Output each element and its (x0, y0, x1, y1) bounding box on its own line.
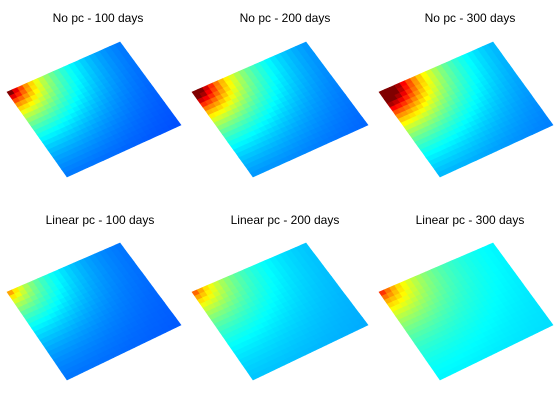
heatmap-surface (378, 41, 554, 178)
heatmap-surface (378, 242, 554, 381)
heatmap-surface (6, 242, 182, 381)
chart-title: Linear pc - 100 days (45, 213, 155, 227)
heatmap-cell (359, 120, 369, 128)
chart-title: No pc - 200 days (239, 11, 331, 25)
chart-title: No pc - 300 days (424, 11, 516, 25)
heatmap-cell (172, 120, 182, 128)
chart-title: Linear pc - 200 days (230, 213, 340, 227)
heatmap-cell (544, 120, 554, 128)
heatmap-surface (6, 41, 182, 178)
heatmap-surface (191, 41, 369, 178)
heatmap-cell (544, 320, 554, 328)
heatmap-cell (359, 320, 369, 328)
chart-title: Linear pc - 300 days (415, 213, 525, 227)
heatmap-cell (172, 320, 182, 328)
heatmap-surface (191, 242, 369, 381)
chart-title: No pc - 100 days (52, 11, 144, 25)
